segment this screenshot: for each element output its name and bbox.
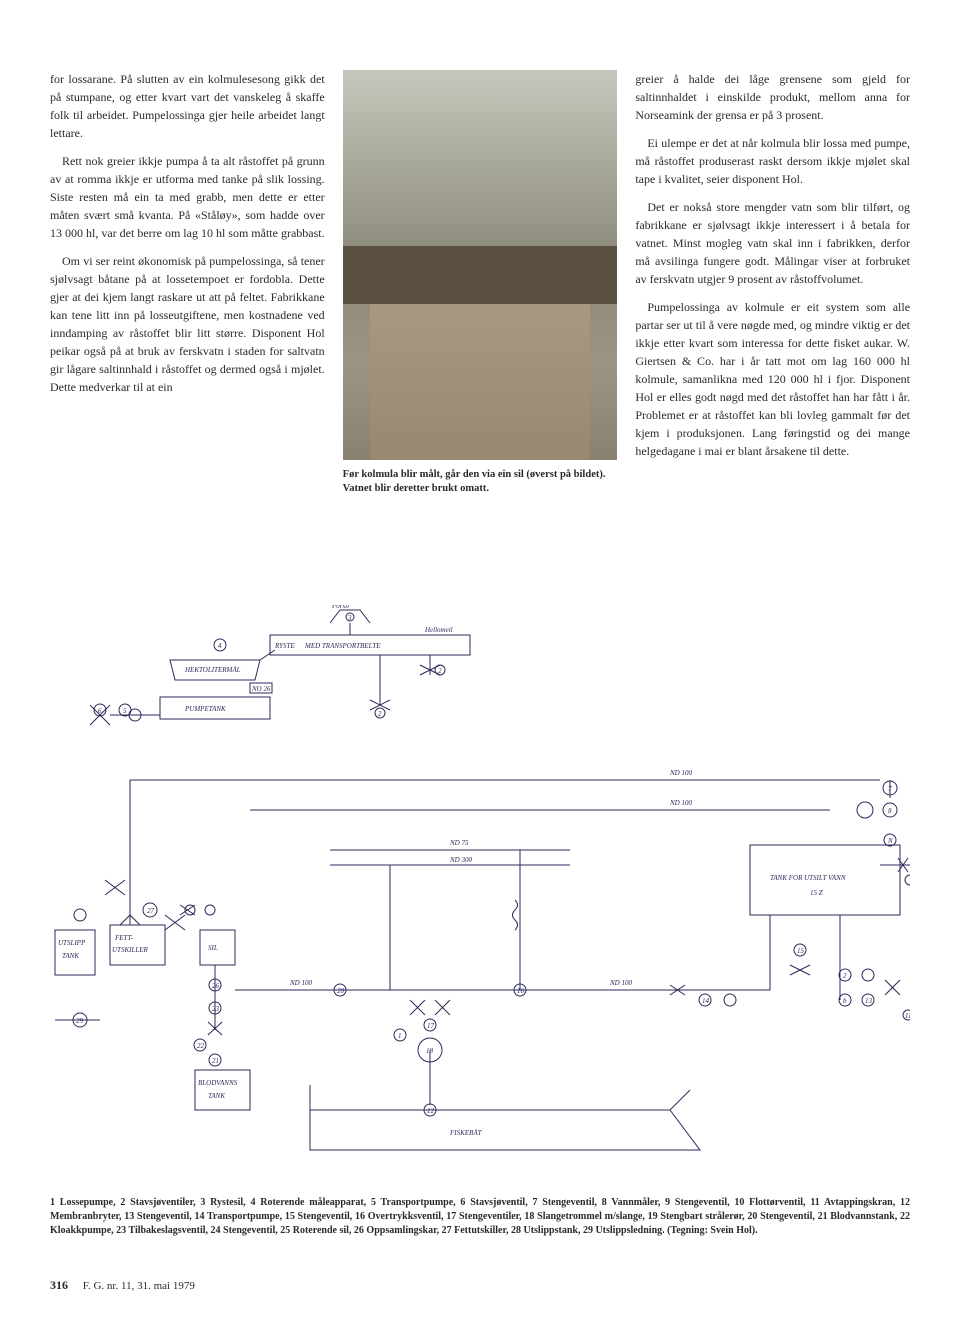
svg-text:22: 22: [197, 1042, 205, 1050]
svg-text:ND 100: ND 100: [289, 979, 312, 987]
svg-text:UTSKILLER: UTSKILLER: [112, 946, 149, 954]
para: Rett nok greier ikkje pumpa å ta alt rås…: [50, 152, 325, 242]
photo-kolmule-sil: [343, 70, 618, 460]
left-column: for lossarane. På slutten av ein kolmule…: [50, 70, 325, 600]
svg-text:b: b: [843, 997, 847, 1005]
svg-text:2: 2: [843, 972, 847, 980]
right-column: greier å halde dei låge grensene som gje…: [635, 70, 910, 600]
photo-caption: Før kolmula blir målt, går den via ein s…: [343, 468, 618, 496]
svg-text:8: 8: [888, 807, 892, 815]
svg-text:12: 12: [427, 1107, 435, 1115]
svg-text:ND 100: ND 100: [669, 799, 692, 807]
svg-text:21: 21: [212, 1057, 219, 1065]
middle-column: Før kolmula blir målt, går den via ein s…: [343, 70, 618, 600]
svg-text:23: 23: [212, 1005, 220, 1013]
svg-text:RYSTE: RYSTE: [274, 642, 295, 650]
para: greier å halde dei låge grensene som gje…: [635, 70, 910, 124]
para: for lossarane. På slutten av ein kolmule…: [50, 70, 325, 142]
page-number: 316: [50, 1278, 68, 1292]
svg-text:PUMPETANK: PUMPETANK: [184, 705, 226, 713]
svg-text:15: 15: [797, 947, 805, 955]
svg-text:TANK: TANK: [62, 952, 79, 960]
svg-text:SIL: SIL: [208, 944, 218, 952]
svg-text:FISKEBÅT: FISKEBÅT: [449, 1129, 483, 1137]
svg-text:15 Z: 15 Z: [810, 889, 823, 897]
svg-text:FETT-: FETT-: [114, 934, 134, 942]
svg-text:13: 13: [865, 997, 873, 1005]
para: Ei ulempe er det at når kolmula blir los…: [635, 134, 910, 188]
svg-text:14: 14: [702, 997, 710, 1005]
svg-text:HEKTOLITERMÅL: HEKTOLITERMÅL: [184, 666, 241, 674]
svg-text:27: 27: [147, 907, 155, 915]
para: Pumpelossinga av kolmule er eit system s…: [635, 298, 910, 460]
para: Det er nokså store mengder vatn som blir…: [635, 198, 910, 288]
svg-text:ND 300: ND 300: [449, 856, 472, 864]
svg-text:26: 26: [212, 982, 220, 990]
svg-text:UTSLIPP: UTSLIPP: [58, 939, 86, 947]
lower-schematic-diagram: ND 100 7 ND 100 8 ND 75 ND 300 TANK FOR …: [50, 750, 910, 1180]
svg-text:N: N: [887, 837, 893, 845]
page-footer: 316 F. G. nr. 11, 31. mai 1979: [50, 1276, 195, 1295]
svg-text:3: 3: [347, 614, 352, 622]
svg-text:TANK FOR UTSILT VANN: TANK FOR UTSILT VANN: [770, 874, 846, 882]
svg-text:2: 2: [378, 710, 382, 718]
svg-text:29: 29: [76, 1017, 84, 1025]
svg-text:16: 16: [517, 987, 525, 995]
svg-text:BLODVANNS: BLODVANNS: [198, 1079, 238, 1087]
svg-text:1: 1: [398, 1032, 402, 1040]
svg-text:5: 5: [123, 707, 127, 715]
diagram-legend: 1 Lossepumpe, 2 Stavsjøventiler, 3 Ryste…: [50, 1196, 910, 1238]
svg-text:11: 11: [905, 1012, 910, 1020]
svg-text:2: 2: [438, 667, 442, 675]
upper-process-diagram: Forsil 3 Hellomeil RYSTE MED TRANSPORTBE…: [80, 605, 610, 750]
svg-text:20: 20: [337, 987, 345, 995]
svg-text:MED TRANSPORTBELTE: MED TRANSPORTBELTE: [304, 642, 381, 650]
svg-text:ND 100: ND 100: [609, 979, 632, 987]
svg-text:ND 75: ND 75: [449, 839, 469, 847]
article-columns: for lossarane. På slutten av ein kolmule…: [50, 70, 910, 600]
svg-text:4: 4: [218, 642, 222, 650]
svg-text:TANK: TANK: [208, 1092, 225, 1100]
para: Om vi ser reint økonomisk på pumpelossin…: [50, 252, 325, 396]
issue-info: F. G. nr. 11, 31. mai 1979: [83, 1280, 195, 1292]
svg-text:NO 26: NO 26: [251, 685, 271, 693]
svg-text:ND 100: ND 100: [669, 769, 692, 777]
svg-text:17: 17: [427, 1022, 435, 1030]
svg-text:Hellomeil: Hellomeil: [424, 626, 453, 634]
svg-text:Forsil: Forsil: [331, 605, 349, 610]
